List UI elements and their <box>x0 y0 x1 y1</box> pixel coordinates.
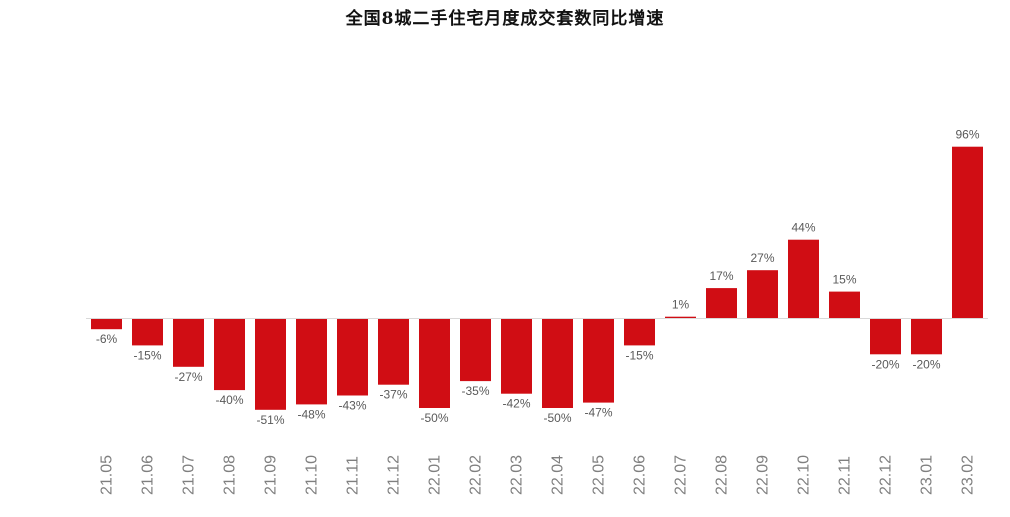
bar-22.06 <box>624 318 655 346</box>
x-tick-label-22.02: 22.02 <box>468 455 485 495</box>
data-label-22.10: 44% <box>791 221 815 235</box>
data-label-21.06: -15% <box>133 348 161 362</box>
x-tick-label-22.10: 22.10 <box>796 455 813 495</box>
bar-22.04 <box>542 318 573 408</box>
bar-21.09 <box>255 318 286 410</box>
data-label-22.07: 1% <box>672 298 690 312</box>
x-tick-label-22.08: 22.08 <box>714 455 731 495</box>
data-label-21.12: -37% <box>379 388 407 402</box>
data-label-21.09: -51% <box>256 413 284 427</box>
data-label-21.05: -6% <box>96 332 118 346</box>
x-tick-label-22.06: 22.06 <box>632 455 649 495</box>
bar-22.12 <box>870 318 901 355</box>
x-tick-label-22.12: 22.12 <box>878 455 895 495</box>
data-label-22.05: -47% <box>584 406 612 420</box>
bar-22.11 <box>829 291 860 319</box>
x-tick-label-22.11: 22.11 <box>837 456 854 495</box>
x-tick-label-21.12: 21.12 <box>386 455 403 495</box>
chart-title: 全国8城二手住宅月度成交套数同比增速 <box>345 9 665 29</box>
data-label-21.11: -43% <box>338 399 366 413</box>
x-tick-label-22.05: 22.05 <box>591 455 608 495</box>
bar-23.02 <box>952 146 983 319</box>
x-tick-label-21.07: 21.07 <box>181 455 198 495</box>
data-label-22.03: -42% <box>502 397 530 411</box>
x-tick-label-23.01: 23.01 <box>919 455 936 495</box>
bar-21.06 <box>132 318 163 346</box>
data-label-21.07: -27% <box>174 370 202 384</box>
bar-22.02 <box>460 318 491 382</box>
x-tick-label-21.10: 21.10 <box>304 455 321 495</box>
x-tick-label-22.07: 22.07 <box>673 455 690 495</box>
bar-21.12 <box>378 318 409 385</box>
bar-22.01 <box>419 318 450 408</box>
bar-21.08 <box>214 318 245 391</box>
x-tick-label-21.06: 21.06 <box>140 455 157 495</box>
x-tick-label-23.02: 23.02 <box>960 455 977 495</box>
bar-22.09 <box>747 270 778 319</box>
data-label-22.12: -20% <box>871 357 899 371</box>
bar-22.10 <box>788 239 819 319</box>
bar-22.03 <box>501 318 532 394</box>
x-tick-label-22.04: 22.04 <box>550 455 567 495</box>
x-tick-label-21.08: 21.08 <box>222 455 239 495</box>
data-label-22.02: -35% <box>461 384 489 398</box>
data-label-22.09: 27% <box>750 251 774 265</box>
x-tick-label-21.11: 21.11 <box>345 456 362 495</box>
bar-21.07 <box>173 318 204 367</box>
data-label-21.10: -48% <box>297 407 325 421</box>
data-label-21.08: -40% <box>215 393 243 407</box>
bar-21.05 <box>91 318 122 330</box>
bar-22.08 <box>706 288 737 319</box>
bar-21.10 <box>296 318 327 405</box>
x-tick-label-22.01: 22.01 <box>427 455 444 495</box>
data-label-22.11: 15% <box>832 273 856 287</box>
data-label-22.01: -50% <box>420 411 448 425</box>
x-tick-label-21.05: 21.05 <box>99 455 116 495</box>
data-label-23.01: -20% <box>912 357 940 371</box>
x-tick-label-22.03: 22.03 <box>509 455 526 495</box>
bar-21.11 <box>337 318 368 396</box>
x-tick-label-21.09: 21.09 <box>263 455 280 495</box>
bar-23.01 <box>911 318 942 355</box>
data-label-23.02: 96% <box>955 128 979 142</box>
bar-22.05 <box>583 318 614 403</box>
data-label-22.08: 17% <box>709 269 733 283</box>
x-tick-label-22.09: 22.09 <box>755 455 772 495</box>
data-label-22.06: -15% <box>625 348 653 362</box>
data-label-22.04: -50% <box>543 411 571 425</box>
bar-22.07 <box>665 316 696 319</box>
